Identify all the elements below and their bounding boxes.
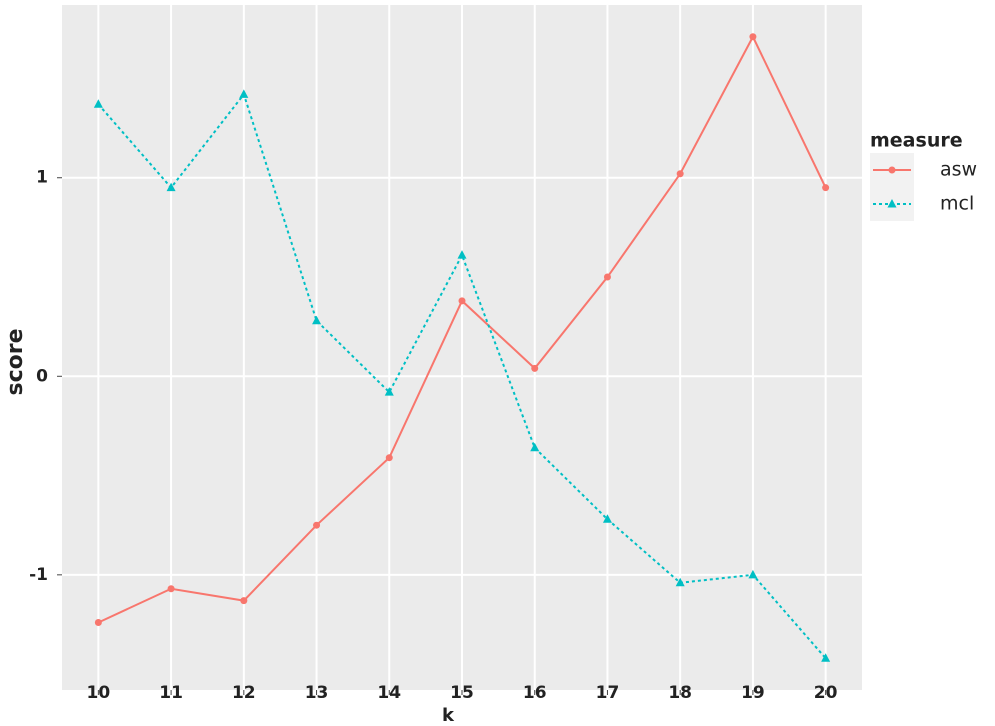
x-axis-label: k: [442, 705, 455, 726]
data-point: [603, 273, 611, 281]
y-tick-label: 1: [36, 168, 48, 188]
data-point: [167, 585, 175, 593]
y-axis-label: score: [3, 328, 28, 395]
data-point: [240, 597, 248, 605]
data-point: [385, 454, 393, 462]
data-point: [458, 297, 466, 305]
data-point: [384, 387, 394, 396]
x-tick-label: 13: [305, 683, 329, 703]
data-point: [602, 514, 612, 523]
data-point: [531, 364, 539, 372]
x-tick-label: 15: [450, 683, 474, 703]
x-tick-label: 11: [159, 683, 183, 703]
data-point: [94, 618, 102, 626]
data-point: [749, 33, 757, 41]
legend-title: measure: [870, 130, 963, 152]
series-line: [97, 92, 827, 659]
x-tick-label: 20: [814, 683, 838, 703]
x-tick-label: 14: [377, 683, 401, 703]
data-point: [239, 89, 249, 98]
data-point: [676, 170, 684, 178]
data-point: [312, 315, 322, 325]
x-tick-label: 18: [668, 683, 692, 703]
x-tick-label: 12: [232, 683, 256, 703]
data-point: [821, 653, 831, 662]
data-point: [748, 569, 758, 579]
legend-label: mcl: [940, 193, 974, 215]
data-point: [166, 182, 176, 192]
x-tick-label: 19: [741, 683, 765, 703]
legend-marker: [887, 199, 897, 208]
legend-marker: [888, 166, 896, 174]
x-tick-label: 16: [523, 683, 547, 703]
x-tick-label: 10: [87, 683, 111, 703]
x-tick-label: 17: [596, 683, 620, 703]
data-point: [313, 521, 321, 529]
data-point: [457, 250, 467, 259]
data-point: [822, 184, 830, 192]
legend-label: asw: [940, 159, 977, 181]
data-point: [675, 577, 685, 587]
y-tick-label: 0: [36, 366, 48, 386]
data-point: [530, 442, 540, 452]
y-tick-label: -1: [29, 565, 48, 585]
data-point: [93, 99, 103, 108]
